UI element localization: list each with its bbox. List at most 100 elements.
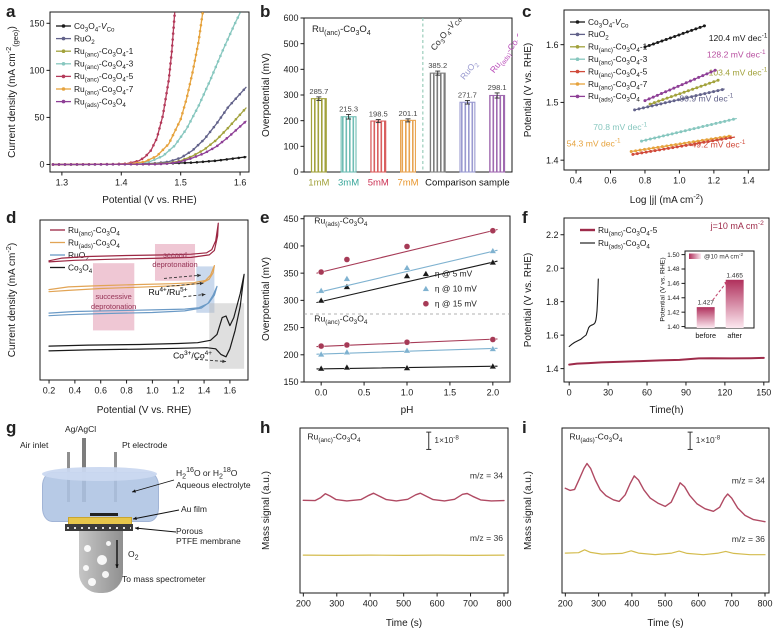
- svg-text:201.1: 201.1: [398, 109, 417, 118]
- reference-electrode-label: Ag/AgCl: [65, 424, 97, 434]
- svg-text:Current density (mA cm-2(geo)): Current density (mA cm-2(geo)): [4, 26, 20, 158]
- svg-text:150: 150: [756, 388, 771, 398]
- svg-text:RuO2: RuO2: [458, 58, 481, 83]
- svg-text:1.6: 1.6: [234, 178, 247, 188]
- svg-text:Co3+/Co4+: Co3+/Co4+: [173, 350, 212, 361]
- svg-text:deprotonation: deprotonation: [152, 260, 197, 269]
- panel-letter-c: c: [522, 2, 532, 21]
- svg-text:pH: pH: [401, 405, 414, 416]
- panel-f: f 0 30 60 90 120 150 1.4 1.6 1.8 2.0 2.2 Time(h) Pot…: [520, 208, 777, 416]
- svg-text:Ru(anc)-Co3O4: Ru(anc)-Co3O4: [312, 24, 371, 37]
- svg-text:Ru(anc)-Co3O4-3: Ru(anc)-Co3O4-3: [74, 59, 134, 72]
- svg-text:Co3O4-VCo: Co3O4-VCo: [428, 13, 464, 54]
- svg-text:0: 0: [293, 167, 298, 177]
- svg-text:deprotonation: deprotonation: [91, 302, 136, 311]
- svg-text:1.46: 1.46: [667, 281, 680, 288]
- svg-text:Potential (V vs. RHE): Potential (V vs. RHE): [523, 43, 534, 137]
- svg-text:285.7: 285.7: [309, 87, 328, 96]
- svg-text:1.5: 1.5: [444, 388, 457, 398]
- svg-text:1.0: 1.0: [673, 176, 686, 186]
- svg-text:after: after: [727, 331, 742, 340]
- svg-text:0.8: 0.8: [120, 386, 133, 396]
- svg-text:50: 50: [34, 113, 44, 123]
- svg-text:Ru(ads)-Co3O4: Ru(ads)-Co3O4: [488, 26, 518, 76]
- svg-text:Co3+/Co4+: Co3+/Co4+: [173, 350, 212, 361]
- svg-text:120.4 mV dec-1: 120.4 mV dec-1: [709, 33, 768, 44]
- svg-text:54.3 mV dec-1: 54.3 mV dec-1: [567, 138, 621, 149]
- svg-text:300: 300: [329, 599, 344, 609]
- svg-text:Potential (V vs. RHE): Potential (V vs. RHE): [523, 253, 534, 347]
- panel-letter-i: i: [522, 418, 527, 437]
- dems-cell-schematic: Air inlet Ag/AgCl Pt electrode H216O or …: [4, 418, 256, 629]
- svg-text:1.2: 1.2: [172, 386, 185, 396]
- electrolyte-top-ellipse: [42, 467, 157, 481]
- svg-text:Ru(ads)-Co3O4: Ru(ads)-Co3O4: [588, 91, 640, 104]
- svg-text:1.48: 1.48: [667, 266, 680, 273]
- svg-text:1.40: 1.40: [667, 324, 680, 331]
- svg-text:RuO2: RuO2: [588, 29, 609, 42]
- svg-text:1.5: 1.5: [546, 98, 559, 108]
- svg-text:Ru4+/Ru5+: Ru4+/Ru5+: [149, 287, 188, 298]
- svg-text:600: 600: [430, 599, 445, 609]
- svg-text:Ru(ads)-Co3O4: Ru(ads)-Co3O4: [569, 432, 623, 445]
- svg-text:1.4: 1.4: [742, 176, 755, 186]
- svg-text:298.1: 298.1: [488, 83, 507, 92]
- panel-b: b 0 100 200 300 400 500 600 Overpotential (mV) R…: [258, 2, 518, 206]
- membrane-label: Porous PTFE membrane: [176, 526, 241, 546]
- svg-text:deprotonation: deprotonation: [91, 302, 136, 311]
- svg-text:m/z = 36: m/z = 36: [470, 533, 503, 543]
- svg-text:250: 250: [283, 323, 298, 333]
- svg-text:400: 400: [283, 241, 298, 251]
- svg-text:49.2 mV dec-1: 49.2 mV dec-1: [691, 139, 745, 150]
- svg-text:Comparison sample: Comparison sample: [425, 178, 509, 189]
- svg-text:Potential (V vs. RHE): Potential (V vs. RHE): [660, 257, 667, 321]
- svg-text:500: 500: [283, 39, 298, 49]
- bubble: [83, 565, 89, 571]
- svg-text:Ru(ads)-Co3O4: Ru(ads)-Co3O4: [314, 216, 368, 229]
- svg-text:0: 0: [567, 388, 572, 398]
- svg-text:Current density (mA cm-2): Current density (mA cm-2): [4, 243, 18, 357]
- svg-text:400: 400: [363, 599, 378, 609]
- svg-text:800: 800: [757, 599, 772, 609]
- svg-text:successive: successive: [96, 292, 132, 301]
- svg-text:60: 60: [642, 388, 652, 398]
- dems-mass-signal-chart-anc: 200 300 400 500 600 700 800 Time (s) Mass signal…: [261, 427, 512, 629]
- svg-text:Potential (V vs. RHE): Potential (V vs. RHE): [102, 195, 196, 206]
- svg-text:Time(h): Time(h): [649, 405, 683, 416]
- panel-c: c 0.4 0.6 0.8 1.0 1.2 1.4 1.4 1.5 1.6 Log |j| (mA…: [520, 2, 777, 206]
- tafel-slope-chart: 0.4 0.6 0.8 1.0 1.2 1.4 1.4 1.5 1.6 Log |j| (mA c…: [523, 9, 770, 206]
- svg-text:1.465: 1.465: [726, 272, 743, 279]
- svg-text:Ru(anc)-Co3O4-7: Ru(anc)-Co3O4-7: [74, 84, 134, 97]
- o2-label: O2: [128, 549, 139, 562]
- svg-text:Ru(anc)-Co3O4: Ru(anc)-Co3O4: [314, 314, 368, 327]
- svg-text:350: 350: [283, 268, 298, 278]
- svg-text:Ru(anc)-Co3O4-1: Ru(anc)-Co3O4-1: [74, 46, 134, 59]
- svg-text:0.6: 0.6: [604, 176, 617, 186]
- svg-text:500: 500: [658, 599, 673, 609]
- svg-text:0.2: 0.2: [43, 386, 56, 396]
- svg-text:200: 200: [283, 350, 298, 360]
- svg-text:second: second: [163, 251, 187, 260]
- au-film-label: Au film: [181, 504, 207, 514]
- svg-text:7mM: 7mM: [397, 178, 418, 189]
- svg-text:successive: successive: [96, 292, 132, 301]
- svg-text:1.0: 1.0: [146, 386, 159, 396]
- svg-text:Ru(anc)-Co3O4-5: Ru(anc)-Co3O4-5: [588, 66, 648, 79]
- svg-text:2.2: 2.2: [546, 230, 559, 240]
- svg-text:Co3O4: Co3O4: [68, 262, 93, 275]
- bubble: [84, 545, 91, 552]
- svg-text:1.4: 1.4: [546, 364, 559, 374]
- svg-text:Ru(ads)-Co3O4: Ru(ads)-Co3O4: [68, 237, 120, 250]
- svg-text:m/z = 34: m/z = 34: [470, 470, 503, 480]
- svg-text:200: 200: [558, 599, 573, 609]
- svg-text:0.8: 0.8: [639, 176, 652, 186]
- overpotential-bar-chart: 0 100 200 300 400 500 600 Overpotential (mV) Ru(…: [261, 13, 518, 189]
- svg-text:400: 400: [283, 64, 298, 74]
- svg-text:0.6: 0.6: [94, 386, 107, 396]
- svg-text:300: 300: [591, 599, 606, 609]
- svg-text:1mM: 1mM: [308, 178, 329, 189]
- svg-text:1.42: 1.42: [667, 309, 680, 316]
- svg-text:Ru(ads)-Co3O4: Ru(ads)-Co3O4: [598, 238, 650, 251]
- svg-text:Log |j| (mA cm-2): Log |j| (mA cm-2): [630, 192, 703, 206]
- pt-electrode-label: Pt electrode: [122, 440, 168, 450]
